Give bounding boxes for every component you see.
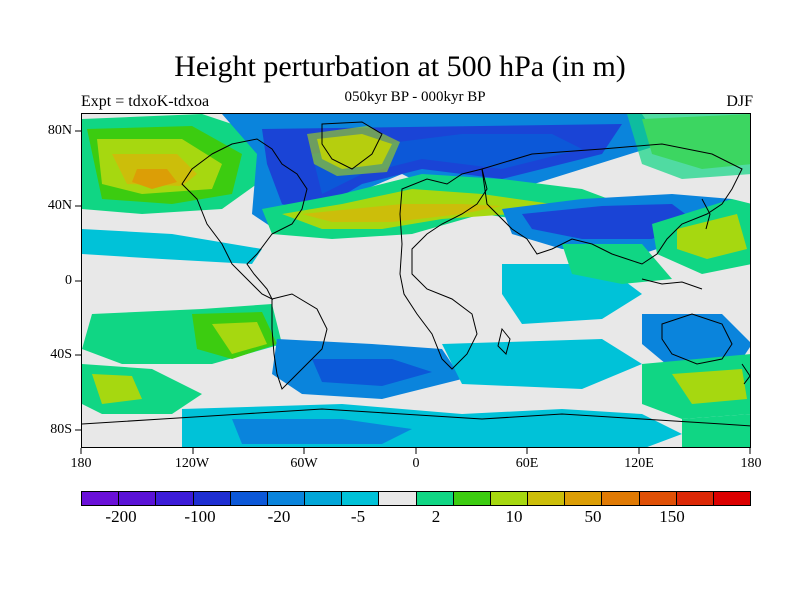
colorbar-label: -5 — [350, 507, 366, 526]
colorbar-box — [193, 492, 231, 505]
colorbar-box — [713, 492, 751, 505]
colorbar-box — [676, 492, 714, 505]
colorbar-box — [267, 492, 306, 505]
lat-label-40n: 40N — [47, 198, 72, 213]
colorbar-box — [156, 492, 194, 505]
lat-label-80s: 80S — [50, 422, 72, 437]
negative-region-satlantic-core — [312, 359, 432, 386]
map-title: Height perturbation at 500 hPa (in m) — [174, 50, 626, 83]
negative-region-indian — [442, 339, 642, 389]
coast-japan — [701, 198, 711, 230]
lon-label-180e: 180 — [740, 456, 762, 471]
coast-asia — [481, 143, 743, 265]
coast-antarctica — [82, 408, 750, 427]
colorbar-label: 2 — [431, 507, 441, 526]
colorbar-box — [565, 492, 603, 505]
colorbar-label: -20 — [267, 507, 291, 526]
lat-label-0: 0 — [65, 273, 72, 288]
positive-region-siberia-edge — [627, 114, 750, 179]
coast-australia — [661, 313, 733, 365]
lon-label-120e: 120E — [624, 456, 654, 471]
experiment-label: Expt = tdxoK-tdxoa — [81, 93, 210, 110]
colorbar-box — [602, 492, 640, 505]
coast-north-america — [181, 138, 308, 301]
positive-region-southern-ocean-core — [672, 369, 747, 404]
negative-region-asia-core — [522, 204, 692, 239]
colorbar — [81, 491, 751, 506]
map-subtitle: 050kyr BP - 000kyr BP — [344, 89, 486, 105]
positive-region-greenland-rim — [307, 126, 400, 176]
negative-region-tropics-west — [82, 229, 262, 264]
coast-indonesia — [641, 278, 703, 290]
coastlines — [82, 121, 750, 427]
coast-madagascar — [497, 327, 511, 355]
lon-label-0: 0 — [412, 456, 420, 471]
colorbar-box — [342, 492, 380, 505]
colorbar-box — [639, 492, 677, 505]
lat-label-80n: 80N — [47, 123, 72, 138]
positive-region-wpacific-core — [677, 214, 747, 259]
lon-label-60e: 60E — [515, 456, 539, 471]
colorbar-label: 50 — [584, 507, 602, 526]
colorbar-label: -200 — [105, 507, 137, 526]
colorbar-box — [416, 492, 454, 505]
positive-region-spac-south-core — [92, 374, 142, 404]
colorbar-box — [119, 492, 157, 505]
map-plot-area — [81, 113, 751, 448]
colorbar-box — [82, 492, 120, 505]
positive-region-npacific-peak — [132, 169, 177, 189]
anomaly-blobs — [82, 114, 750, 447]
colorbar-box — [379, 492, 417, 505]
lon-label-180w: 180 — [70, 456, 92, 471]
colorbar-box — [230, 492, 268, 505]
coast-south-america — [271, 293, 328, 390]
colorbar-box — [305, 492, 343, 505]
lon-label-60w: 60W — [290, 456, 318, 471]
coast-greenland — [321, 121, 383, 170]
coast-new-zealand — [741, 363, 750, 385]
lat-label-40s: 40S — [50, 347, 72, 362]
colorbar-box — [490, 492, 529, 505]
positive-region-natlantic-max — [302, 204, 502, 222]
colorbar-label: 150 — [659, 507, 685, 526]
colorbar-label: -100 — [184, 507, 216, 526]
season-label: DJF — [726, 93, 753, 110]
lon-label-120w: 120W — [174, 456, 210, 471]
positive-region-tropics-wpac — [562, 244, 672, 284]
negative-region-antarctic-core — [232, 419, 412, 444]
colorbar-box — [528, 492, 566, 505]
colorbar-box — [453, 492, 491, 505]
contour-field — [82, 114, 750, 447]
positive-region-spacific-max — [212, 322, 267, 354]
colorbar-label: 10 — [505, 507, 523, 526]
